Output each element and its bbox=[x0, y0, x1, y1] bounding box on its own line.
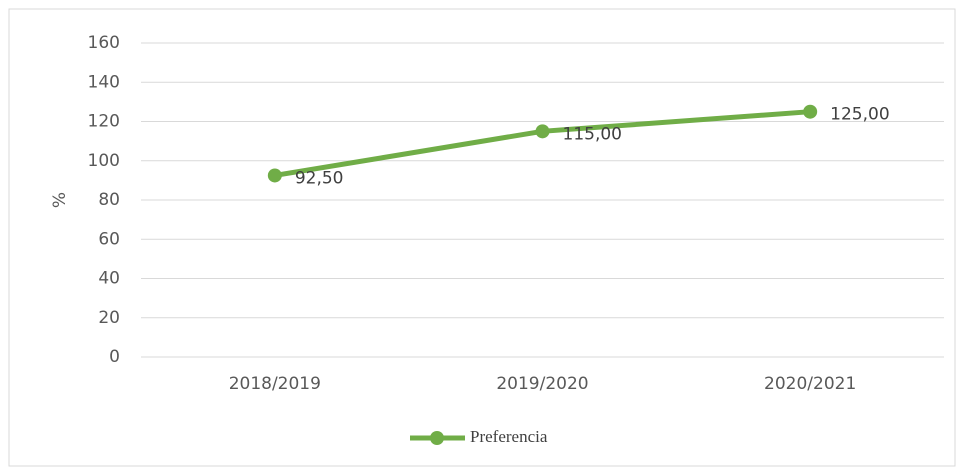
x-tick-label: 2018/2019 bbox=[229, 374, 321, 394]
y-tick-label: 120 bbox=[88, 112, 120, 132]
y-axis-label: % bbox=[50, 192, 70, 208]
y-tick-label: 100 bbox=[88, 151, 120, 171]
y-tick-label: 80 bbox=[98, 190, 120, 210]
y-tick-label: 160 bbox=[88, 33, 120, 53]
point-marker bbox=[803, 104, 818, 119]
legend-label: Preferencia bbox=[470, 427, 548, 446]
data-label: 92,50 bbox=[295, 168, 344, 188]
y-tick-label: 0 bbox=[109, 347, 120, 367]
y-tick-label: 60 bbox=[98, 229, 120, 249]
point-marker bbox=[535, 124, 550, 139]
point-marker bbox=[267, 168, 282, 183]
y-tick-label: 40 bbox=[98, 269, 120, 289]
data-label: 115,00 bbox=[563, 124, 622, 144]
data-label: 125,00 bbox=[830, 105, 889, 125]
y-tick-label: 140 bbox=[88, 72, 120, 92]
x-tick-label: 2020/2021 bbox=[764, 374, 856, 394]
x-tick-label: 2019/2020 bbox=[496, 374, 588, 394]
legend-marker bbox=[430, 431, 444, 445]
chart-border bbox=[8, 8, 956, 467]
y-tick-label: 20 bbox=[98, 308, 120, 328]
